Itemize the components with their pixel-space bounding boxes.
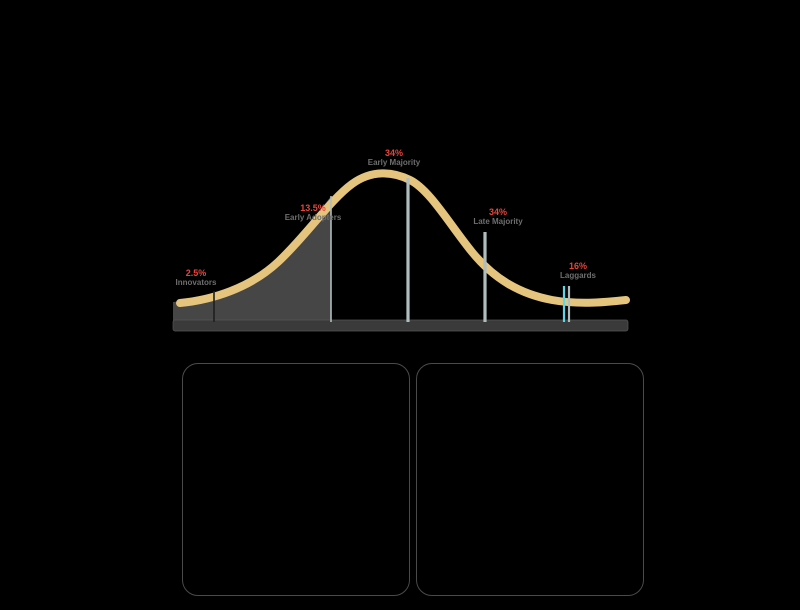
baseline-axis-bar	[172, 319, 629, 332]
segment-dividers	[213, 178, 571, 322]
shaded-adoption-area	[173, 196, 331, 322]
right-panel[interactable]	[416, 363, 644, 596]
bell-curve-line	[176, 169, 630, 307]
left-panel[interactable]	[182, 363, 410, 596]
